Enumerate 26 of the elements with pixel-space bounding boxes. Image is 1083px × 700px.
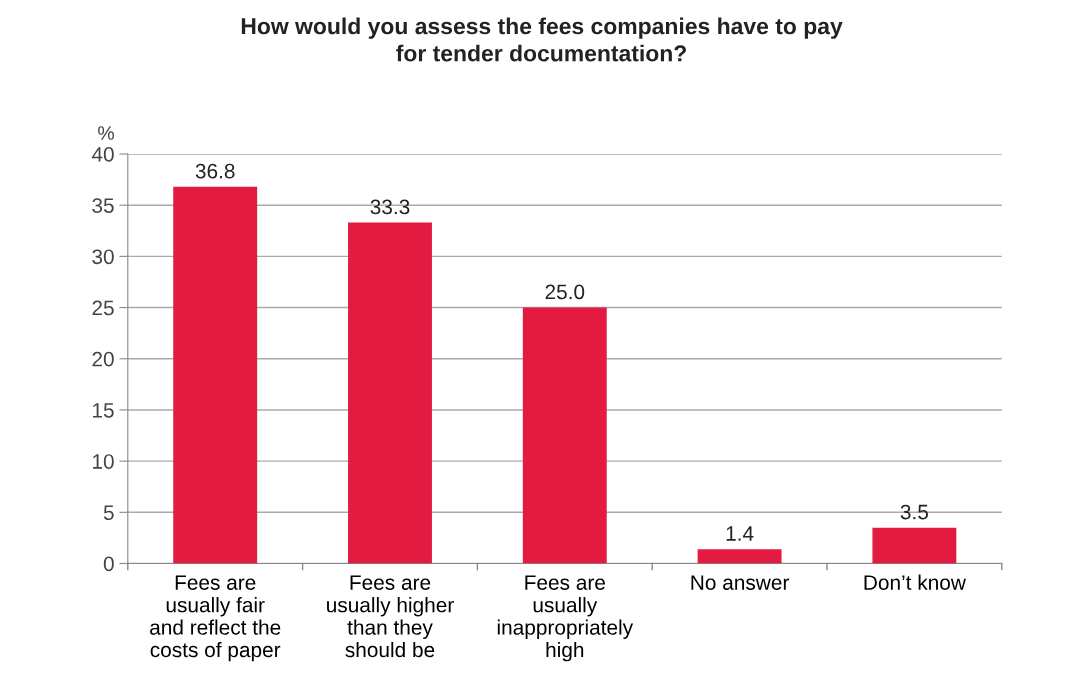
data-label: 33.3 bbox=[370, 199, 410, 215]
x-tick-label: Fees are usually fair and reflect the costs of paper bbox=[150, 575, 281, 662]
y-tick-label: 10 bbox=[93, 454, 114, 469]
y-tick-label: 15 bbox=[93, 403, 114, 418]
x-tick-label: Don’t know bbox=[864, 574, 966, 590]
bar bbox=[697, 549, 782, 564]
bar bbox=[173, 186, 258, 564]
bar bbox=[872, 527, 957, 564]
x-tick-label: Fees are usually higher than they should be bbox=[327, 575, 454, 658]
y-tick-label: 30 bbox=[92, 249, 114, 265]
y-tick-label: 20 bbox=[92, 351, 114, 367]
y-tick-label: 35 bbox=[92, 198, 114, 213]
x-tick-label: No answer bbox=[691, 575, 790, 590]
data-label: 25.0 bbox=[545, 284, 585, 300]
data-label: 3.5 bbox=[900, 504, 928, 520]
y-tick-label: 40 bbox=[91, 147, 114, 162]
y-tick-label: 5 bbox=[103, 505, 114, 521]
y-tick-label: 25 bbox=[92, 300, 114, 316]
x-tick-label: Fees are usually inappropriately high bbox=[497, 575, 634, 662]
bar bbox=[522, 307, 607, 564]
chart-title: How would you assess the fees companies have to pay for tender documentation? bbox=[241, 17, 843, 62]
data-label: 36.8 bbox=[195, 163, 235, 179]
y-tick-label: 0 bbox=[103, 556, 114, 572]
data-label: 1.4 bbox=[726, 526, 754, 541]
bar bbox=[348, 222, 432, 564]
y-axis-title: % bbox=[98, 126, 114, 140]
